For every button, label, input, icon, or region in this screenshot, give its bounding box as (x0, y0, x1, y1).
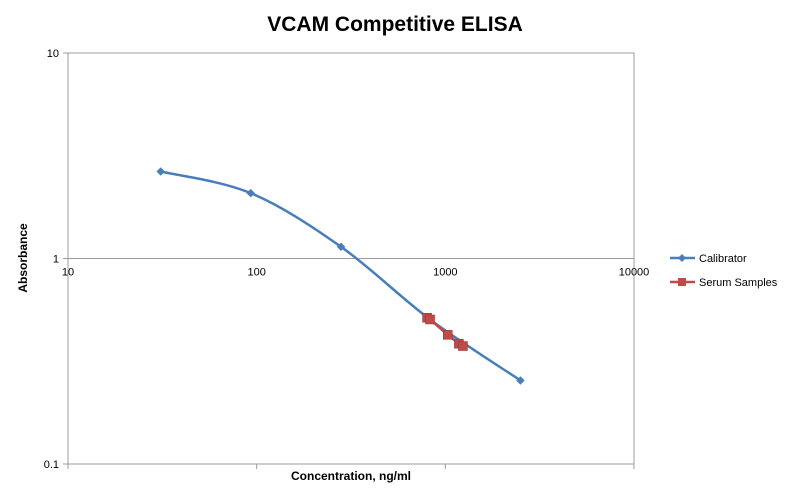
data-point-calibrator (336, 242, 346, 252)
legend-item-calibrator: Calibrator (670, 253, 747, 265)
y-tick-label: 10 (47, 48, 59, 60)
data-point-serum-samples (425, 314, 435, 325)
data-point-serum-samples (458, 341, 468, 351)
legend-marker-serum-samples (678, 278, 686, 286)
legend-label-serum-samples: Serum Samples (699, 277, 778, 289)
legend-item-serum-samples: Serum Samples (670, 277, 778, 289)
y-tick-label: 1 (53, 254, 59, 266)
x-tick-label: 100 (247, 267, 265, 279)
legend-marker-calibrator (678, 254, 686, 262)
x-axis-title: Concentration, ng/ml (291, 469, 411, 483)
x-tick-label: 10000 (619, 267, 650, 279)
marker-layer (156, 167, 525, 385)
x-tick-label: 1000 (433, 267, 457, 279)
legend-label-calibrator: Calibrator (699, 253, 747, 265)
data-point-calibrator (516, 376, 525, 385)
data-point-calibrator (246, 188, 256, 198)
y-axis-title: Absorbance (16, 223, 30, 293)
data-point-serum-samples (443, 330, 453, 340)
chart-title: VCAM Competitive ELISA (267, 13, 523, 36)
y-tick-label: 0.1 (44, 459, 59, 471)
data-point-calibrator (156, 167, 166, 176)
x-tick-label: 10 (62, 267, 74, 279)
legend: Calibrator Serum Samples (670, 253, 778, 289)
